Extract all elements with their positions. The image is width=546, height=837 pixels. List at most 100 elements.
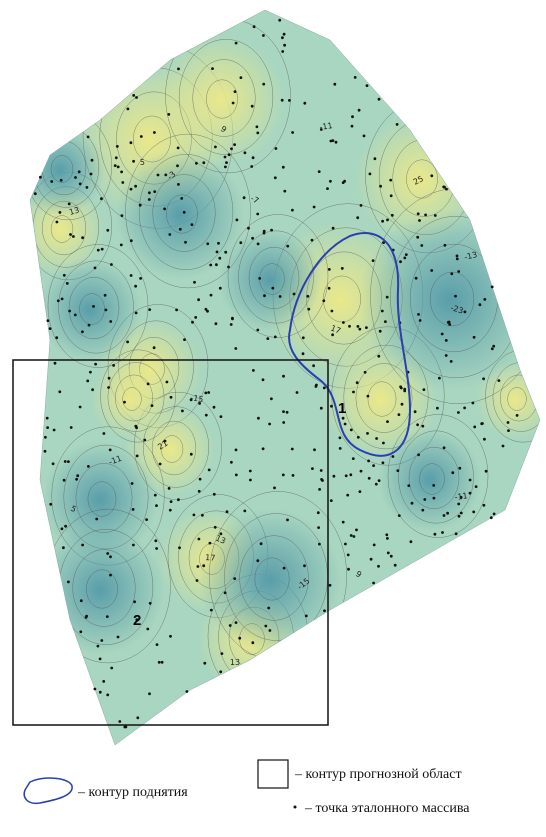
reference-point [225,510,229,514]
reference-point [349,428,353,432]
reference-point [59,178,63,182]
reference-point [492,512,496,516]
reference-point [206,242,210,246]
reference-point [430,174,434,178]
reference-point [291,208,294,212]
contour-line [100,349,176,443]
reference-point [107,376,111,380]
reference-point [463,310,467,314]
reference-point [442,446,446,450]
reference-point [407,484,411,487]
reference-point [58,390,62,394]
reference-point [372,464,375,467]
surface-blob [30,124,106,216]
reference-point [278,18,282,22]
reference-point [403,256,407,260]
reference-point [286,244,290,248]
reference-point [372,543,376,547]
reference-point [135,96,138,99]
contour-line [419,463,445,495]
reference-point [234,41,238,45]
reference-point [379,184,382,188]
reference-point [102,680,106,683]
reference-point [455,254,459,258]
reference-point [331,139,335,143]
reference-point [89,370,92,374]
reference-point [129,239,133,243]
reference-point [463,406,466,410]
reference-point [62,546,65,550]
reference-point [152,346,156,350]
contour-line [367,381,397,417]
reference-point [290,447,294,451]
reference-point [365,84,369,87]
reference-point [219,415,223,418]
reference-point [147,198,151,201]
reference-point [79,630,83,634]
reference-point [136,716,140,720]
reference-point [116,635,120,639]
reference-point [234,448,238,452]
contour-line [107,362,165,432]
reference-point [322,299,326,303]
reference-point [81,330,84,334]
reference-point [355,381,359,385]
contour-line [507,387,527,411]
reference-point [224,250,228,254]
reference-point [385,295,389,299]
reference-point [255,125,259,129]
reference-point [362,134,366,138]
reference-point [433,214,437,217]
reference-point [329,499,333,502]
reference-point [198,477,202,481]
reference-point [432,496,436,500]
reference-point [178,227,182,231]
reference-point [417,313,420,316]
reference-point [318,542,321,546]
reference-point [234,347,238,350]
reference-point [312,364,315,368]
reference-point [424,213,427,217]
reference-point [261,447,265,451]
contour-label: -13 [463,250,478,262]
reference-point [417,453,420,457]
reference-point [281,36,284,40]
reference-point [155,643,159,646]
reference-point [234,621,238,624]
reference-point [468,478,472,482]
reference-point [348,324,351,328]
reference-point [169,395,173,399]
surface-blob [378,428,482,532]
reference-point [350,124,354,128]
reference-point [366,432,369,435]
reference-point [378,329,382,333]
contour-line [47,244,149,368]
reference-point [233,577,237,580]
reference-point [440,332,444,336]
reference-point [224,165,227,169]
reference-point [96,644,100,648]
reference-point [483,437,486,441]
reference-point [399,260,402,264]
contour-label: -11 [454,491,468,502]
reference-point [146,382,150,386]
reference-point [319,128,323,131]
reference-point [443,243,447,247]
reference-point [196,565,200,568]
reference-point [129,187,133,191]
reference-point [153,190,157,194]
reference-point [112,364,115,367]
contour-line [254,557,290,601]
reference-point [104,308,108,312]
reference-point [243,151,247,155]
reference-point [86,135,90,139]
reference-point [346,493,350,497]
reference-point [243,509,247,513]
reference-point [445,187,448,191]
reference-point [130,482,134,485]
reference-point [342,321,345,324]
reference-point [457,514,461,518]
reference-point [189,452,193,456]
contour-line [79,293,105,325]
reference-point [333,82,337,86]
